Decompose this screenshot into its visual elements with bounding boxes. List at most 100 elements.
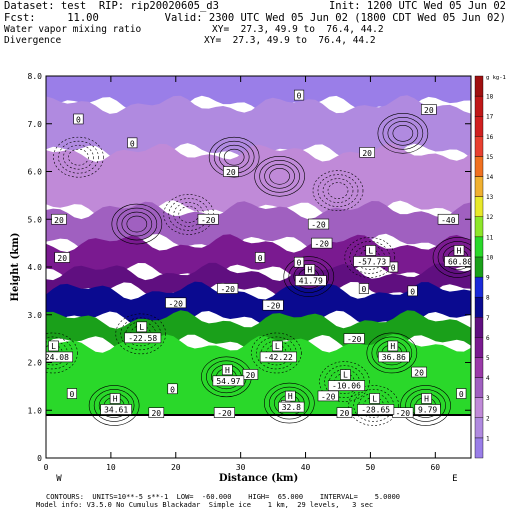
contour-line — [58, 140, 99, 174]
valid-time: Valid: 2300 UTC Wed 05 Jun 02 (1800 CDT … — [164, 12, 506, 24]
contour-line — [269, 167, 290, 185]
moisture-band — [46, 334, 471, 415]
extremum-value-box — [327, 380, 365, 391]
x-tick-label: 0 — [44, 463, 49, 472]
moisture-band — [46, 143, 471, 220]
colorbar-swatch — [474, 75, 484, 97]
contour-label-text: -20 — [217, 409, 232, 418]
contour-line — [269, 386, 310, 420]
contour-label-text: 0 — [391, 264, 396, 273]
extremum-letter: H — [288, 392, 293, 401]
contour-label-text: 20 — [246, 371, 256, 380]
y-axis-title: Height (km) — [10, 233, 21, 302]
x-tick-label: 40 — [301, 463, 311, 472]
field-2-name: Divergence — [4, 35, 62, 46]
contour-label-text: 20 — [414, 369, 424, 378]
y-tick-label: 7.0 — [28, 120, 43, 129]
colorbar-label: 10 — [486, 254, 494, 261]
colorbar-label: 14 — [486, 174, 494, 181]
contour-label-text: -20 — [396, 409, 411, 418]
extremum-letter-box — [369, 393, 380, 404]
extremum-letter-box — [222, 364, 233, 376]
contour-label-text: 20 — [151, 409, 161, 418]
contour-label: 0 — [167, 383, 178, 394]
extremum-letter-box — [340, 369, 351, 380]
contour-line — [322, 178, 354, 203]
contour-label-text: -40 — [441, 216, 456, 225]
extremum-letter-box — [387, 340, 399, 352]
contour-label-box — [456, 388, 467, 399]
contour-label-box — [388, 261, 399, 273]
contour-line — [46, 332, 78, 374]
high-marker: H 60.80 — [444, 245, 472, 267]
contour-label-text: 20 — [340, 409, 350, 418]
colorbar-label: 11 — [486, 234, 494, 241]
colorbar-label: 3 — [486, 395, 490, 402]
contour-line — [208, 136, 260, 178]
high-marker: H 9.79 — [414, 393, 441, 415]
extremum-value-box — [444, 256, 471, 267]
extremum-letter-box — [304, 264, 316, 275]
extremum-value-box — [357, 404, 395, 415]
colorbar-label: 18 — [486, 94, 494, 101]
contour-label: 20 — [336, 407, 353, 418]
contour-line — [111, 203, 163, 245]
contour-label: -20 — [262, 299, 284, 311]
contour-line — [264, 163, 295, 189]
low-marker: L -10.06 — [327, 369, 365, 391]
header: Dataset: test RIP: rip20020605_d3 Init: … — [4, 0, 508, 48]
extremum-letter-box — [109, 393, 121, 404]
contour-line — [254, 155, 305, 197]
contour-line — [387, 121, 419, 146]
contour-label-box — [317, 390, 339, 402]
x-axis-title: Distance (km) — [219, 473, 298, 484]
high-marker: H 36.86 — [378, 340, 410, 363]
colorbar-label: 4 — [486, 375, 490, 382]
low-marker: L -57.73 — [353, 245, 391, 267]
contour-label: 0 — [255, 252, 266, 263]
extremum-value-box — [378, 351, 410, 363]
contour-line — [116, 207, 158, 241]
extremum-value: 60.80 — [448, 257, 472, 266]
contour-label: 0 — [127, 137, 138, 148]
extremum-value-box — [212, 375, 245, 387]
contour-line — [53, 136, 104, 178]
extremum-letter: H — [457, 246, 462, 255]
x-tick-label: 10 — [106, 463, 116, 472]
contour-line — [68, 148, 89, 166]
colorbar-swatch — [474, 95, 484, 117]
contour-line — [400, 385, 451, 426]
contour-line — [392, 125, 414, 142]
colorbar-swatch — [474, 337, 484, 358]
contour-line — [88, 385, 140, 426]
extremum-value: 9.79 — [418, 405, 437, 414]
contour-line — [312, 170, 364, 211]
contour-label-text: 20 — [362, 149, 372, 158]
colorbar-swatch — [474, 397, 484, 418]
contour-label-box — [407, 285, 418, 297]
extremum-letter: H — [390, 342, 395, 351]
x-tick-label: 30 — [236, 463, 246, 472]
contour-label: -20 — [343, 333, 365, 344]
contour-label-text: 20 — [54, 216, 64, 225]
y-tick-label: 4.0 — [28, 263, 43, 272]
init-time: Init: 1200 UTC Wed 05 Jun 02 — [328, 0, 506, 12]
contour-label: 20 — [223, 166, 239, 177]
contour-label-box — [242, 369, 259, 380]
contour-line — [288, 260, 330, 293]
colorbar-swatch — [474, 216, 484, 238]
contour-label: 20 — [242, 369, 259, 380]
contour-line — [366, 332, 418, 374]
contour-label-box — [294, 256, 305, 268]
contour-label-text: 0 — [76, 115, 81, 124]
contour-label-box — [197, 213, 219, 225]
low-marker: L -42.22 — [259, 340, 297, 363]
extremum-value: -22.58 — [128, 334, 157, 343]
extremum-value: -42.22 — [264, 353, 293, 362]
colorbar-swatch — [474, 156, 484, 177]
contour-line — [121, 211, 153, 237]
contour-label-text: 0 — [459, 390, 464, 399]
contour-label-text: 0 — [70, 390, 75, 399]
low-marker: L -24.08 — [46, 340, 73, 363]
extremum-letter: H — [307, 266, 312, 275]
